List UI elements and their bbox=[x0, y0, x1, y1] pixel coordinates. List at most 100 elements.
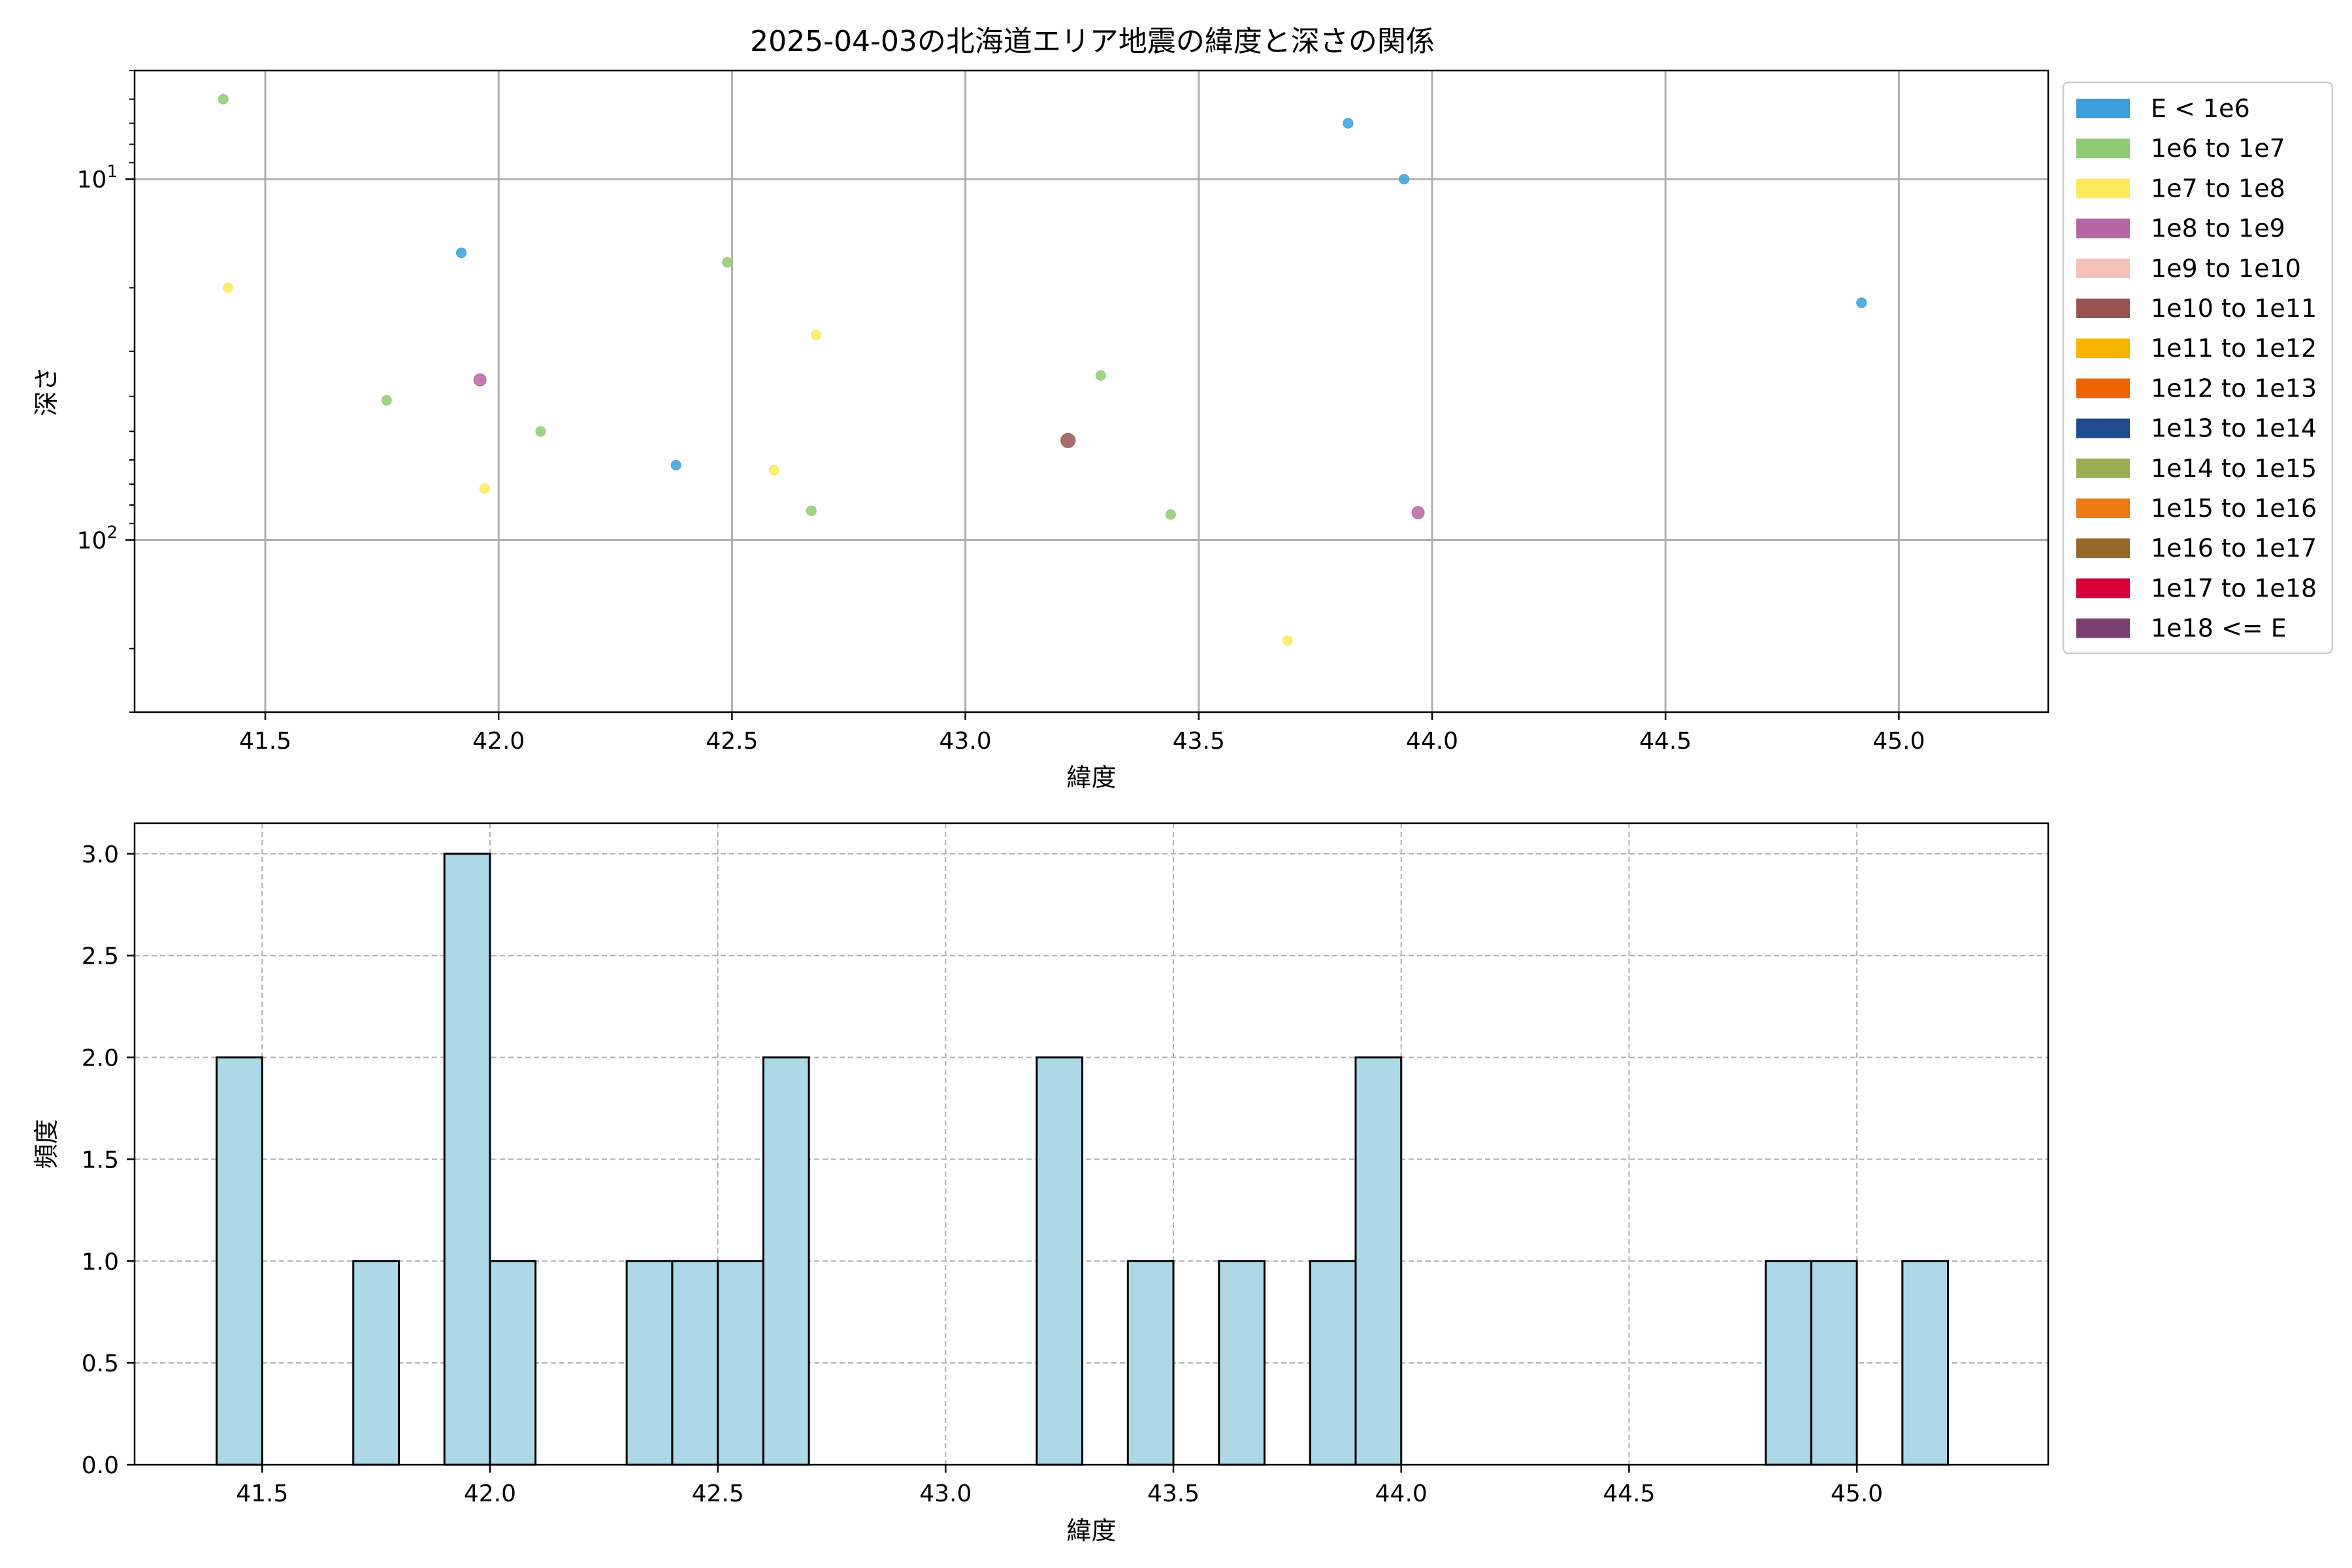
scatter-x-tick-label: 44.5 bbox=[1639, 728, 1691, 755]
scatter-point bbox=[1343, 118, 1354, 129]
scatter-y-axis-label: 深さ bbox=[32, 367, 61, 416]
histogram-bar bbox=[1901, 1260, 1950, 1466]
legend-swatch bbox=[2076, 99, 2130, 118]
scatter-y-tick-label: 102 bbox=[77, 523, 118, 555]
legend-box bbox=[2062, 81, 2334, 655]
scatter-point bbox=[1060, 433, 1076, 448]
histogram-bar bbox=[489, 1260, 537, 1466]
scatter-point bbox=[722, 257, 733, 268]
legend-swatch bbox=[2076, 258, 2130, 278]
scatter-point bbox=[670, 459, 681, 470]
chart-title: 2025-04-03の北海道エリア地震の緯度と深さの関係 bbox=[750, 25, 1435, 58]
legend-swatch bbox=[2076, 418, 2130, 438]
legend-label: 1e12 to 1e13 bbox=[2151, 374, 2317, 402]
histogram-x-tick-label: 45.0 bbox=[1831, 1480, 1883, 1507]
legend-swatch bbox=[2076, 378, 2130, 399]
histogram-y-axis-label: 頻度 bbox=[32, 1119, 61, 1169]
legend-swatch bbox=[2076, 538, 2130, 559]
histogram-x-tick-label: 44.5 bbox=[1603, 1480, 1655, 1507]
scatter-point bbox=[479, 483, 490, 494]
scatter-point bbox=[1095, 370, 1106, 381]
histogram-x-tick-label: 43.5 bbox=[1147, 1480, 1200, 1507]
histogram-y-tick-label: 3.0 bbox=[82, 841, 119, 868]
legend-label: 1e15 to 1e16 bbox=[2151, 494, 2317, 523]
histogram-x-tick-label: 44.0 bbox=[1375, 1480, 1428, 1507]
legend-swatch bbox=[2076, 578, 2130, 598]
histogram-bar bbox=[1765, 1260, 1812, 1466]
histogram-y-tick-label: 0.0 bbox=[82, 1452, 119, 1479]
histogram-x-tick-label: 42.5 bbox=[692, 1480, 744, 1507]
scatter-x-tick-label: 42.5 bbox=[706, 728, 758, 755]
histogram-bar bbox=[352, 1260, 400, 1466]
scatter-axes-frame bbox=[133, 69, 2050, 713]
histogram-bar bbox=[443, 853, 491, 1466]
scatter-x-tick-label: 42.0 bbox=[472, 728, 525, 755]
histogram-y-tick-label: 2.5 bbox=[82, 943, 119, 970]
histogram-x-tick-label: 42.0 bbox=[464, 1480, 516, 1507]
histogram-bar bbox=[762, 1056, 810, 1466]
legend-label: 1e16 to 1e17 bbox=[2151, 534, 2317, 563]
histogram-bar bbox=[1309, 1260, 1357, 1466]
histogram-axes-frame bbox=[133, 822, 2050, 1466]
scatter-y-tick-label: 101 bbox=[77, 162, 118, 193]
histogram-y-tick-label: 2.0 bbox=[82, 1045, 119, 1072]
legend-swatch bbox=[2076, 498, 2130, 518]
scatter-point bbox=[218, 93, 229, 105]
scatter-plot: 41.5 42.0 42.5 43.0 43.5 44.0 44.5 45.0 101 102 緯度… bbox=[32, 69, 2050, 792]
scatter-x-tick-label: 45.0 bbox=[1872, 728, 1925, 755]
histogram-bar bbox=[625, 1260, 674, 1466]
histogram-bar bbox=[1810, 1260, 1858, 1466]
histogram-bar bbox=[1036, 1056, 1084, 1466]
scatter-point bbox=[1411, 506, 1425, 519]
legend-label: 1e8 to 1e9 bbox=[2151, 214, 2285, 243]
scatter-x-tick-label: 41.5 bbox=[239, 728, 291, 755]
scatter-point bbox=[222, 282, 233, 293]
histogram-x-axis-label: 緯度 bbox=[1066, 1516, 1116, 1545]
scatter-point bbox=[811, 329, 822, 340]
legend-swatch bbox=[2076, 218, 2130, 238]
histogram-y-tick-label: 1.0 bbox=[82, 1249, 119, 1275]
scatter-x-tick-label: 43.0 bbox=[939, 728, 992, 755]
scatter-point bbox=[768, 465, 779, 476]
legend-label: 1e7 to 1e8 bbox=[2151, 174, 2285, 203]
scatter-point bbox=[535, 426, 546, 437]
legend-label: 1e10 to 1e11 bbox=[2151, 294, 2317, 323]
scatter-point bbox=[1399, 174, 1410, 185]
legend-label: 1e9 to 1e10 bbox=[2151, 254, 2301, 283]
legend-label: 1e13 to 1e14 bbox=[2151, 414, 2317, 443]
histogram-y-tick-label: 0.5 bbox=[82, 1350, 119, 1377]
histogram-bar bbox=[216, 1056, 263, 1466]
legend-label: 1e18 <= E bbox=[2151, 614, 2287, 643]
histogram-x-tick-label: 43.0 bbox=[919, 1480, 972, 1507]
histogram-plot: 41.5 42.0 42.5 43.0 43.5 44.0 44.5 45.0 0.0 0.5 1.… bbox=[32, 822, 2050, 1545]
scatter-point bbox=[473, 373, 487, 387]
histogram-bar bbox=[1126, 1260, 1175, 1466]
scatter-point bbox=[806, 505, 817, 516]
scatter-point bbox=[1856, 297, 1867, 308]
histogram-bar bbox=[1218, 1260, 1266, 1466]
legend-swatch bbox=[2076, 338, 2130, 359]
histogram-x-tick-label: 41.5 bbox=[236, 1480, 288, 1507]
legend-label: 1e17 to 1e18 bbox=[2151, 574, 2317, 602]
legend-swatch bbox=[2076, 139, 2130, 159]
legend-swatch bbox=[2076, 299, 2130, 318]
legend-label: E < 1e6 bbox=[2151, 94, 2250, 123]
histogram-bar bbox=[671, 1260, 719, 1466]
scatter-x-axis-label: 緯度 bbox=[1066, 763, 1116, 792]
legend: E < 1e6 1e6 to 1e7 1e7 to 1e8 1e8 to 1e9 1e9… bbox=[2062, 81, 2334, 655]
scatter-point bbox=[1165, 509, 1176, 520]
legend-swatch bbox=[2076, 618, 2130, 638]
histogram-bar bbox=[1354, 1056, 1403, 1466]
legend-swatch bbox=[2076, 458, 2130, 478]
histogram-bar bbox=[717, 1260, 764, 1466]
scatter-point bbox=[1282, 635, 1293, 646]
scatter-x-tick-label: 44.0 bbox=[1406, 728, 1458, 755]
scatter-point bbox=[456, 247, 467, 258]
scatter-x-tick-label: 43.5 bbox=[1173, 728, 1225, 755]
scatter-point bbox=[381, 395, 392, 406]
legend-label: 1e11 to 1e12 bbox=[2151, 334, 2317, 363]
legend-label: 1e14 to 1e15 bbox=[2151, 454, 2317, 483]
histogram-y-tick-label: 1.5 bbox=[82, 1147, 119, 1173]
legend-swatch bbox=[2076, 178, 2130, 199]
